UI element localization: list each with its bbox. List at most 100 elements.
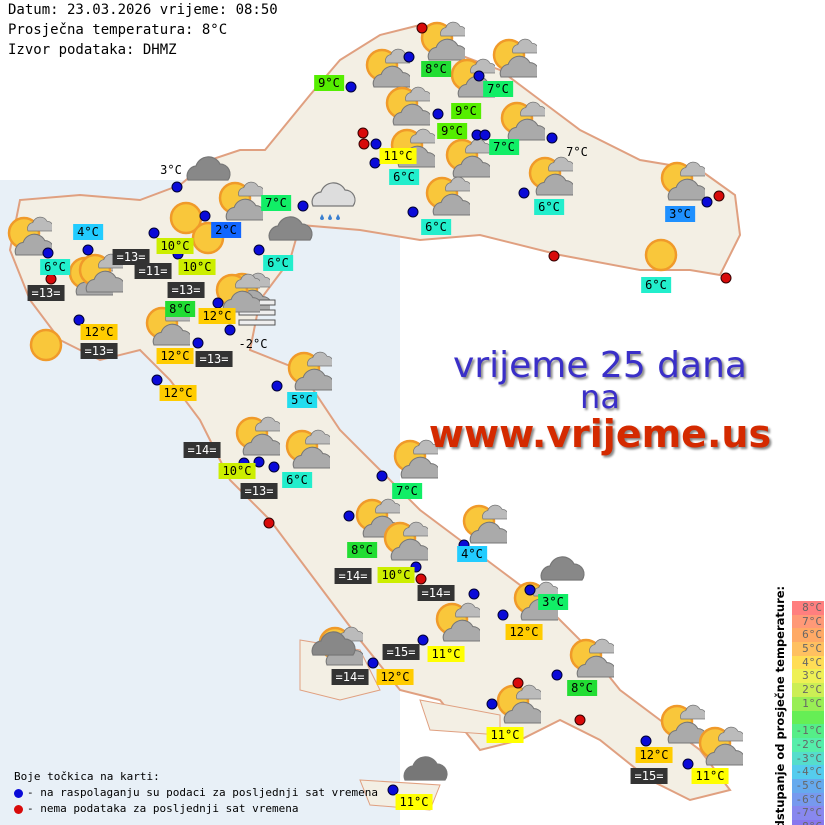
blue-station-dot[interactable] bbox=[417, 634, 429, 646]
sun-cloud-icon bbox=[360, 45, 413, 99]
temperature-label: 6°C bbox=[421, 219, 451, 235]
blue-station-dot[interactable] bbox=[297, 200, 309, 212]
blue-station-dot[interactable] bbox=[253, 244, 265, 256]
temperature-label: 12°C bbox=[198, 308, 236, 324]
red-station-dot[interactable] bbox=[358, 138, 370, 150]
blue-station-dot[interactable] bbox=[224, 324, 236, 336]
blue-station-dot[interactable] bbox=[407, 206, 419, 218]
red-station-dot[interactable] bbox=[713, 190, 725, 202]
temperature-label: =13= bbox=[195, 351, 233, 367]
temperature-label: =15= bbox=[630, 768, 668, 784]
temperature-label: 11°C bbox=[486, 727, 524, 743]
red-station-dot[interactable] bbox=[416, 22, 428, 34]
blue-station-dot[interactable] bbox=[73, 314, 85, 326]
blue-station-dot[interactable] bbox=[192, 337, 204, 349]
temperature-label: 2°C bbox=[211, 222, 241, 238]
temperature-label: 3°C bbox=[538, 594, 568, 610]
blue-station-dot[interactable] bbox=[151, 374, 163, 386]
temperature-label: =11= bbox=[134, 263, 172, 279]
blue-station-dot[interactable] bbox=[370, 138, 382, 150]
blue-station-dot[interactable] bbox=[403, 51, 415, 63]
blue-station-dot[interactable] bbox=[253, 456, 265, 468]
blue-station-dot[interactable] bbox=[551, 669, 563, 681]
red-station-dot[interactable] bbox=[357, 127, 369, 139]
temperature-label: =14= bbox=[334, 568, 372, 584]
temperature-label: 11°C bbox=[427, 646, 465, 662]
temperature-label: 3°C bbox=[160, 163, 182, 177]
red-station-dot[interactable] bbox=[548, 250, 560, 262]
blue-station-dot[interactable] bbox=[468, 588, 480, 600]
blue-station-dot[interactable] bbox=[212, 297, 224, 309]
dot-legend: Boje točkica na karti: - na raspolaganju… bbox=[14, 769, 378, 817]
blue-station-dot[interactable] bbox=[486, 698, 498, 710]
sun-cloud-icon bbox=[378, 518, 431, 572]
temperature-label: 8°C bbox=[347, 542, 377, 558]
blue-dot-icon bbox=[14, 788, 23, 798]
sun-cloud-icon bbox=[487, 35, 540, 89]
scale-entry: -2°C bbox=[792, 737, 824, 752]
temperature-label: 7°C bbox=[261, 195, 291, 211]
temperature-label: 4°C bbox=[457, 546, 487, 562]
promo-line-1[interactable]: vrijeme 25 dana bbox=[453, 345, 747, 386]
red-station-dot[interactable] bbox=[415, 573, 427, 585]
scale-entry: 6°C bbox=[792, 628, 824, 643]
cloud-icon bbox=[537, 548, 587, 602]
temperature-label: 6°C bbox=[282, 472, 312, 488]
cloud-icon bbox=[308, 623, 358, 677]
temperature-label: =13= bbox=[27, 285, 65, 301]
blue-station-dot[interactable] bbox=[271, 380, 283, 392]
temperature-label: =14= bbox=[183, 442, 221, 458]
blue-station-dot[interactable] bbox=[171, 181, 183, 193]
blue-station-dot[interactable] bbox=[345, 81, 357, 93]
legend-blue-row: - na raspolaganju su podaci za posljednj… bbox=[14, 785, 378, 801]
temperature-label: 5°C bbox=[287, 392, 317, 408]
blue-station-dot[interactable] bbox=[343, 510, 355, 522]
red-station-dot[interactable] bbox=[263, 517, 275, 529]
sun-cloud-icon bbox=[213, 178, 266, 232]
red-station-dot[interactable] bbox=[512, 677, 524, 689]
red-station-dot[interactable] bbox=[45, 273, 57, 285]
sun-icon bbox=[21, 320, 71, 374]
blue-station-dot[interactable] bbox=[367, 657, 379, 669]
temperature-label: =13= bbox=[112, 249, 150, 265]
scale-title: Odstupanje od prosječne temperature: bbox=[773, 585, 787, 825]
promo-line-2[interactable]: na bbox=[580, 378, 620, 416]
blue-station-dot[interactable] bbox=[473, 70, 485, 82]
temperature-label: =13= bbox=[240, 483, 278, 499]
blue-station-dot[interactable] bbox=[82, 244, 94, 256]
blue-station-dot[interactable] bbox=[199, 210, 211, 222]
sun-cloud-icon bbox=[210, 270, 263, 324]
blue-station-dot[interactable] bbox=[682, 758, 694, 770]
red-station-dot[interactable] bbox=[574, 714, 586, 726]
scale-entry: -3°C bbox=[792, 751, 824, 766]
promo-link[interactable]: www.vrijeme.us bbox=[428, 412, 772, 456]
temperature-label: 12°C bbox=[635, 747, 673, 763]
blue-station-dot[interactable] bbox=[518, 187, 530, 199]
temperature-label: 11°C bbox=[691, 768, 729, 784]
blue-station-dot[interactable] bbox=[376, 470, 388, 482]
blue-station-dot[interactable] bbox=[546, 132, 558, 144]
temperature-label: =13= bbox=[80, 343, 118, 359]
legend-blue-text: - na raspolaganju su podaci za posljednj… bbox=[27, 786, 378, 799]
temperature-label: 8°C bbox=[567, 680, 597, 696]
blue-station-dot[interactable] bbox=[268, 461, 280, 473]
blue-station-dot[interactable] bbox=[640, 735, 652, 747]
blue-station-dot[interactable] bbox=[148, 227, 160, 239]
red-station-dot[interactable] bbox=[720, 272, 732, 284]
blue-station-dot[interactable] bbox=[432, 108, 444, 120]
blue-station-dot[interactable] bbox=[497, 609, 509, 621]
temperature-label: 10°C bbox=[218, 463, 256, 479]
blue-station-dot[interactable] bbox=[479, 129, 491, 141]
blue-station-dot[interactable] bbox=[524, 584, 536, 596]
temperature-label: 3°C bbox=[665, 206, 695, 222]
temperature-label: 9°C bbox=[314, 75, 344, 91]
scale-entry bbox=[792, 710, 824, 725]
temperature-label: 11°C bbox=[379, 148, 417, 164]
average-temperature-line: Prosječna temperatura: 8°C bbox=[8, 22, 228, 38]
temperature-label: 4°C bbox=[73, 224, 103, 240]
temperature-label: 12°C bbox=[376, 669, 414, 685]
blue-station-dot[interactable] bbox=[387, 784, 399, 796]
blue-station-dot[interactable] bbox=[42, 247, 54, 259]
blue-station-dot[interactable] bbox=[701, 196, 713, 208]
